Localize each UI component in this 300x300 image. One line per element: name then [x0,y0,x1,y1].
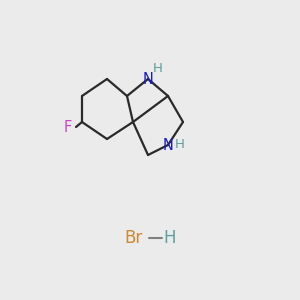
Text: H: H [164,229,176,247]
Text: N: N [142,71,153,86]
Text: H: H [175,139,185,152]
Text: F: F [64,119,72,134]
Text: N: N [163,137,173,152]
Text: H: H [153,61,163,74]
Text: Br: Br [124,229,142,247]
